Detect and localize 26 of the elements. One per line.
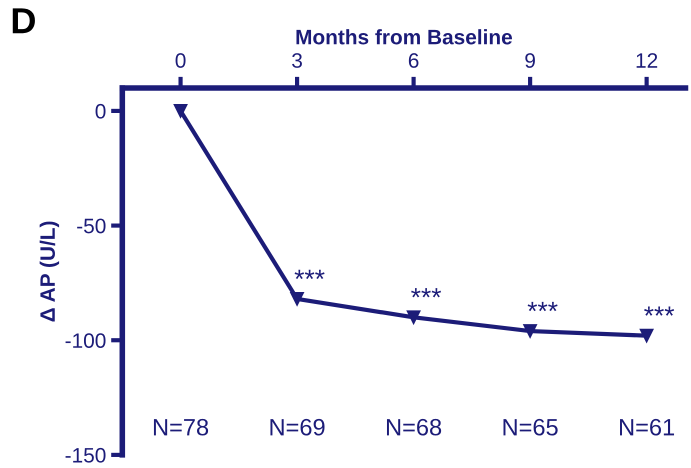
point	[406, 310, 421, 324]
annotation: ***	[411, 288, 442, 298]
y-axis-title: Δ AP (U/L)	[40, 222, 60, 322]
x-tick-label: 3	[292, 53, 302, 68]
text: D	[12, 8, 35, 34]
y-tick-label: 0	[96, 104, 106, 119]
y-tick-label: -100	[66, 333, 106, 348]
point	[640, 328, 654, 343]
point	[290, 292, 304, 306]
point	[523, 324, 538, 338]
x-tick-label: 6	[408, 53, 418, 68]
annotation: N=61	[620, 418, 674, 436]
annotation: N=78	[154, 418, 208, 436]
x-tick-label: 0	[176, 53, 186, 68]
annotation: N=69	[270, 418, 325, 436]
y-tick-label: -50	[77, 218, 106, 234]
x-tick-label: 9	[525, 53, 535, 68]
x-axis-title: Months from Baseline	[296, 29, 512, 44]
annotation: ***	[644, 306, 674, 316]
annotation: ***	[528, 302, 558, 312]
y-tick-label: -150	[66, 448, 106, 463]
x-tick-label: 12	[636, 53, 658, 68]
annotation: N=65	[504, 418, 558, 436]
point	[174, 104, 188, 118]
annotation: ***	[294, 270, 325, 280]
annotation: N=68	[386, 418, 442, 436]
